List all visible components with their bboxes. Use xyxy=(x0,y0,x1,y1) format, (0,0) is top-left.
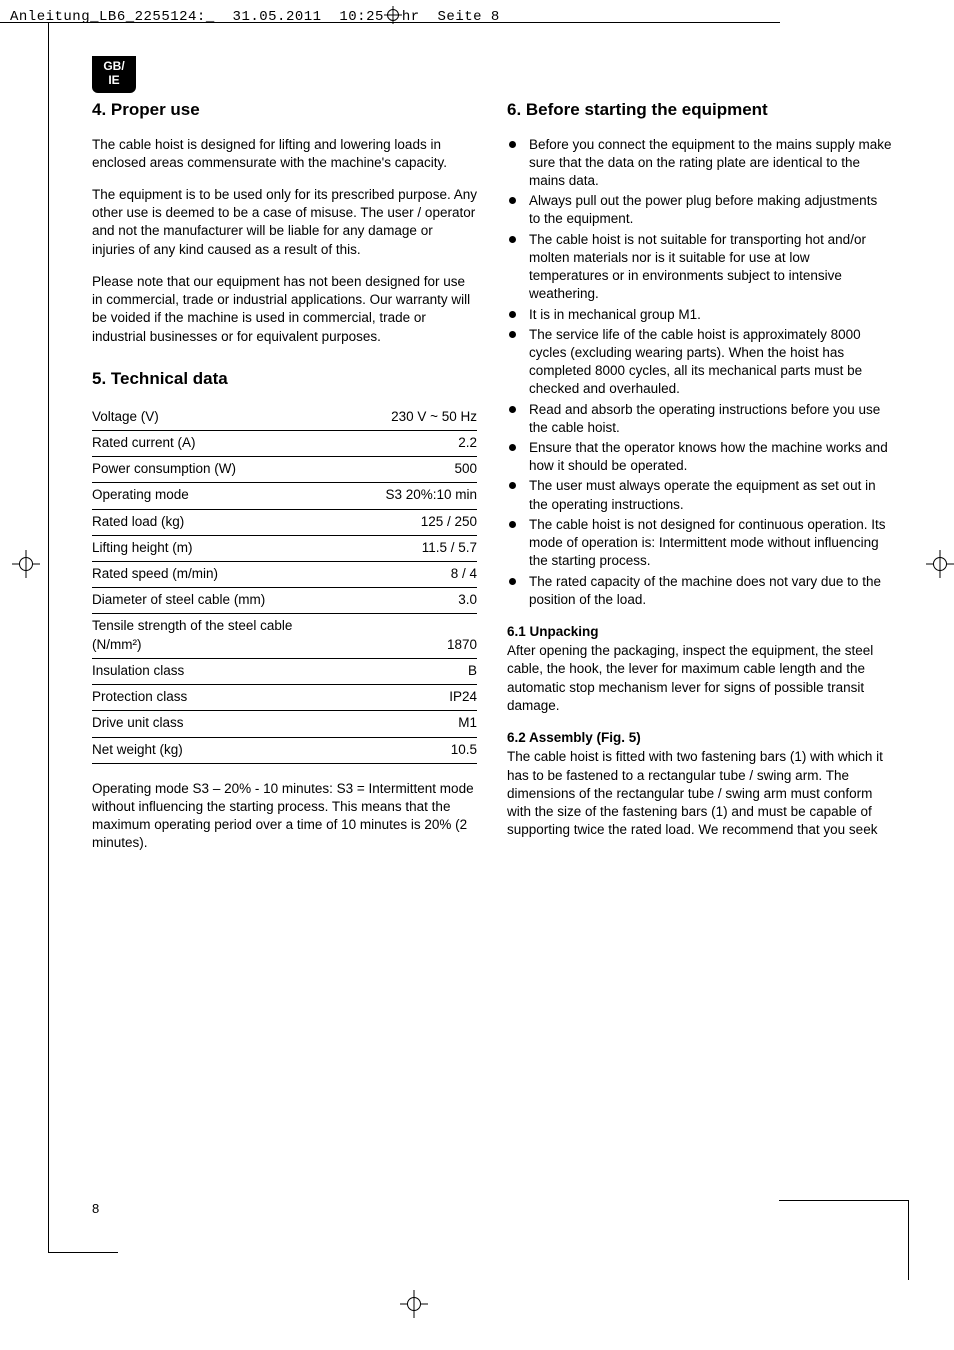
section-4-p3: Please note that our equipment has not b… xyxy=(92,273,477,346)
page-content: GB/ IE 4. Proper use The cable hoist is … xyxy=(92,56,892,853)
list-item: The cable hoist is not suitable for tran… xyxy=(507,231,892,304)
language-badge: GB/ IE xyxy=(92,56,136,93)
table-row: Drive unit classM1 xyxy=(92,711,477,737)
spec-label: Rated speed (m/min) xyxy=(92,561,356,587)
section-6-2-p: The cable hoist is fitted with two faste… xyxy=(507,748,892,839)
table-row: Rated current (A)2.2 xyxy=(92,430,477,456)
registration-mark-icon xyxy=(926,550,954,578)
spec-value: 10.5 xyxy=(356,737,477,763)
list-item: Ensure that the operator knows how the m… xyxy=(507,439,892,475)
imprint-header: Anleitung_LB6_2255124:_ 31.05.2011 10:25… xyxy=(10,6,500,27)
table-row: Net weight (kg)10.5 xyxy=(92,737,477,763)
table-row: Voltage (V)230 V ~ 50 Hz xyxy=(92,405,477,431)
table-row: (N/mm²)1870 xyxy=(92,636,477,659)
left-column: 4. Proper use The cable hoist is designe… xyxy=(92,99,477,853)
table-row: Operating modeS3 20%:10 min xyxy=(92,483,477,509)
registration-mark-icon xyxy=(400,1290,428,1318)
spec-value: 8 / 4 xyxy=(356,561,477,587)
right-column: 6. Before starting the equipment Before … xyxy=(507,99,892,853)
spec-value: S3 20%:10 min xyxy=(356,483,477,509)
spec-label: Net weight (kg) xyxy=(92,737,356,763)
spec-value: M1 xyxy=(356,711,477,737)
spec-value: IP24 xyxy=(356,685,477,711)
spec-label: (N/mm²) xyxy=(92,636,356,659)
badge-line1: GB/ xyxy=(92,60,136,74)
list-item: Read and absorb the operating instructio… xyxy=(507,401,892,437)
spec-value: 1870 xyxy=(356,636,477,659)
registration-mark-icon xyxy=(12,550,40,578)
section-4-p1: The cable hoist is designed for lifting … xyxy=(92,136,477,172)
technical-data-table: Voltage (V)230 V ~ 50 HzRated current (A… xyxy=(92,405,477,764)
section-6-2-title: 6.2 Assembly (Fig. 5) xyxy=(507,729,892,747)
spec-label: Rated current (A) xyxy=(92,430,356,456)
section-5-title: 5. Technical data xyxy=(92,368,477,391)
spec-value: 230 V ~ 50 Hz xyxy=(356,405,477,431)
spec-label: Power consumption (W) xyxy=(92,457,356,483)
table-row: Protection classIP24 xyxy=(92,685,477,711)
spec-value: 3.0 xyxy=(356,588,477,614)
section-6-bullets: Before you connect the equipment to the … xyxy=(507,136,892,609)
list-item: The user must always operate the equipme… xyxy=(507,477,892,513)
section-4-title: 4. Proper use xyxy=(92,99,477,122)
trim-line xyxy=(779,1200,909,1201)
spec-body: Voltage (V)230 V ~ 50 HzRated current (A… xyxy=(92,405,477,764)
spec-label: Voltage (V) xyxy=(92,405,356,431)
table-row: Tensile strength of the steel cable xyxy=(92,614,477,636)
table-row: Insulation classB xyxy=(92,658,477,684)
list-item: It is in mechanical group M1. xyxy=(507,306,892,324)
page-number: 8 xyxy=(92,1200,99,1218)
list-item: The rated capacity of the machine does n… xyxy=(507,573,892,609)
trim-line xyxy=(48,22,49,1252)
spec-label: Diameter of steel cable (mm) xyxy=(92,588,356,614)
spec-value: 500 xyxy=(356,457,477,483)
trim-line xyxy=(908,1200,909,1280)
spec-label: Insulation class xyxy=(92,658,356,684)
spec-label: Lifting height (m) xyxy=(92,535,356,561)
spec-label: Tensile strength of the steel cable xyxy=(92,614,356,636)
section-6-1-title: 6.1 Unpacking xyxy=(507,623,892,641)
spec-value: B xyxy=(356,658,477,684)
spec-label: Drive unit class xyxy=(92,711,356,737)
spec-label: Protection class xyxy=(92,685,356,711)
spec-value: 2.2 xyxy=(356,430,477,456)
table-row: Rated load (kg)125 / 250 xyxy=(92,509,477,535)
table-row: Rated speed (m/min)8 / 4 xyxy=(92,561,477,587)
spec-value xyxy=(356,614,477,636)
list-item: Always pull out the power plug before ma… xyxy=(507,192,892,228)
badge-line2: IE xyxy=(92,74,136,88)
spec-label: Operating mode xyxy=(92,483,356,509)
spec-value: 11.5 / 5.7 xyxy=(356,535,477,561)
spec-label: Rated load (kg) xyxy=(92,509,356,535)
section-6-title: 6. Before starting the equipment xyxy=(507,99,892,122)
table-row: Diameter of steel cable (mm)3.0 xyxy=(92,588,477,614)
list-item: The cable hoist is not designed for cont… xyxy=(507,516,892,571)
trim-line xyxy=(48,1252,118,1253)
list-item: Before you connect the equipment to the … xyxy=(507,136,892,191)
table-row: Lifting height (m)11.5 / 5.7 xyxy=(92,535,477,561)
section-5-note: Operating mode S3 – 20% - 10 minutes: S3… xyxy=(92,780,477,853)
trim-line xyxy=(0,22,780,23)
list-item: The service life of the cable hoist is a… xyxy=(507,326,892,399)
table-row: Power consumption (W)500 xyxy=(92,457,477,483)
section-4-p2: The equipment is to be used only for its… xyxy=(92,186,477,259)
spec-value: 125 / 250 xyxy=(356,509,477,535)
section-6-1-p: After opening the packaging, inspect the… xyxy=(507,642,892,715)
